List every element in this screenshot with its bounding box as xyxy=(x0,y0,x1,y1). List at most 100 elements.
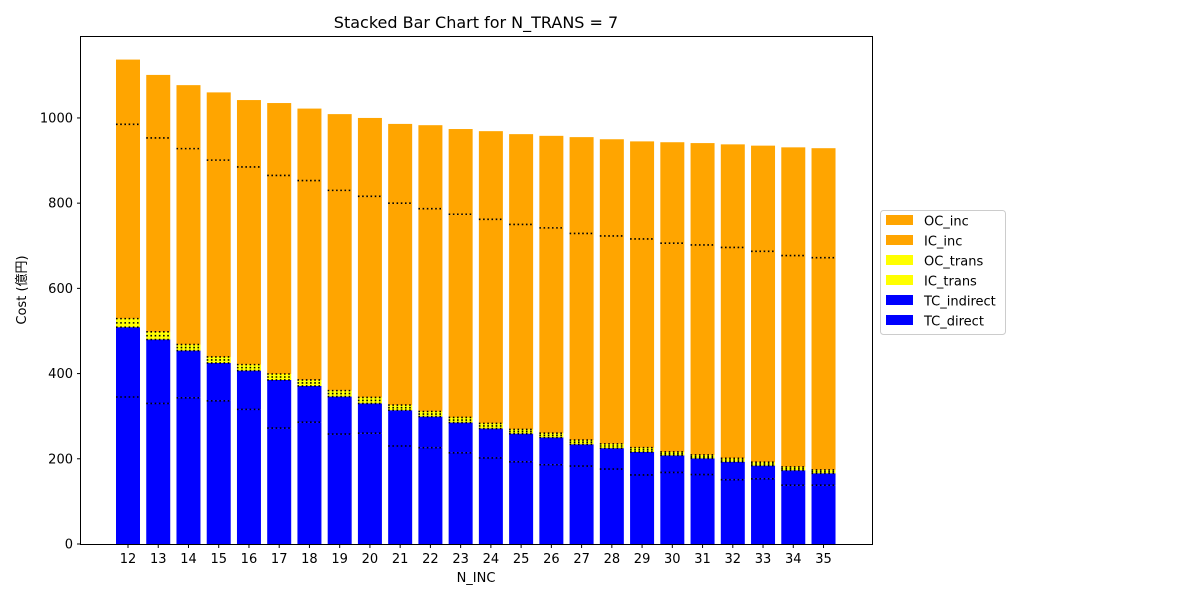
bar-tc-direct-30 xyxy=(660,472,685,544)
bar-tc-direct-26 xyxy=(539,464,564,544)
bar-tc-indirect-30 xyxy=(660,455,685,473)
y-tick-label: 200 xyxy=(48,452,73,467)
bar-tc-direct-15 xyxy=(206,400,231,544)
bar-oc-trans-21 xyxy=(388,405,413,408)
bar-ic-inc-34 xyxy=(781,255,806,467)
bar-ic-trans-12 xyxy=(116,322,140,328)
bar-tc-direct-20 xyxy=(357,433,382,544)
bar-ic-inc-27 xyxy=(569,233,594,441)
bar-oc-trans-23 xyxy=(448,417,473,421)
bar-ic-trans-25 xyxy=(509,431,534,434)
legend-label-ic-trans: IC_trans xyxy=(924,275,977,290)
x-tick-label: 14 xyxy=(180,552,197,567)
bar-ic-inc-26 xyxy=(539,227,564,434)
legend-label-tc-indirect: TC_indirect xyxy=(923,295,996,310)
x-tick-label: 34 xyxy=(785,552,802,567)
bar-oc-trans-31 xyxy=(690,454,715,457)
x-tick-label: 31 xyxy=(694,552,711,567)
legend-swatch-ic-inc xyxy=(886,235,913,245)
bar-ic-inc-29 xyxy=(630,238,655,448)
bar-oc-trans-12 xyxy=(116,318,140,323)
bar-oc-trans-30 xyxy=(660,451,685,454)
bar-tc-direct-28 xyxy=(599,469,624,544)
bar-ic-inc-33 xyxy=(751,251,776,463)
x-tick-label: 19 xyxy=(331,552,348,567)
bar-ic-inc-17 xyxy=(267,175,292,375)
bar-ic-inc-13 xyxy=(146,137,171,332)
bar-ic-trans-16 xyxy=(236,367,261,371)
bar-tc-indirect-20 xyxy=(357,403,382,434)
bar-oc-inc-29 xyxy=(630,141,655,239)
bar-ic-trans-31 xyxy=(690,456,715,459)
bar-oc-trans-22 xyxy=(418,411,443,415)
legend-label-ic-inc: IC_inc xyxy=(924,235,962,250)
bar-ic-trans-15 xyxy=(206,359,231,363)
bar-ic-trans-32 xyxy=(720,460,745,462)
bar-tc-indirect-34 xyxy=(781,470,806,486)
y-tick-label: 600 xyxy=(48,282,73,297)
bar-tc-direct-31 xyxy=(690,474,715,544)
bar-tc-indirect-27 xyxy=(569,444,594,467)
legend-label-oc-inc: OC_inc xyxy=(924,215,969,230)
bar-ic-inc-24 xyxy=(478,219,503,424)
bar-ic-inc-32 xyxy=(720,247,745,459)
bar-tc-direct-16 xyxy=(236,409,261,544)
bar-tc-indirect-22 xyxy=(418,416,443,448)
bar-tc-indirect-35 xyxy=(811,473,836,486)
y-tick-label: 800 xyxy=(48,197,73,212)
bar-oc-trans-24 xyxy=(478,423,503,426)
x-tick-label: 29 xyxy=(634,552,651,567)
x-tick-label: 21 xyxy=(392,552,409,567)
bar-ic-inc-28 xyxy=(599,235,624,444)
bar-tc-direct-35 xyxy=(811,485,836,544)
bar-tc-indirect-31 xyxy=(690,458,715,475)
bar-oc-trans-15 xyxy=(206,356,231,360)
bars-layer xyxy=(116,59,836,544)
bar-tc-indirect-15 xyxy=(206,362,231,401)
bar-ic-inc-21 xyxy=(388,203,413,406)
x-tick-label: 26 xyxy=(543,552,560,567)
bar-oc-inc-30 xyxy=(660,142,685,244)
y-tick-label: 0 xyxy=(65,538,73,553)
bar-oc-inc-24 xyxy=(478,131,503,220)
bar-ic-trans-13 xyxy=(146,335,171,340)
x-tick-label: 28 xyxy=(604,552,621,567)
y-axis-title: Cost (億円) xyxy=(14,255,30,324)
bar-oc-inc-20 xyxy=(357,117,382,197)
bar-oc-inc-32 xyxy=(720,144,745,248)
bar-ic-trans-21 xyxy=(388,407,413,411)
bar-ic-trans-20 xyxy=(357,400,382,404)
bar-tc-direct-32 xyxy=(720,479,745,544)
bar-tc-indirect-17 xyxy=(267,379,292,429)
legend-swatch-oc-inc xyxy=(886,215,913,225)
bar-oc-trans-32 xyxy=(720,458,745,461)
bar-oc-trans-13 xyxy=(146,331,171,336)
bar-oc-trans-19 xyxy=(327,390,352,394)
bar-ic-trans-14 xyxy=(176,347,201,351)
bar-ic-inc-31 xyxy=(690,244,715,455)
x-tick-label: 17 xyxy=(271,552,288,567)
bar-oc-inc-22 xyxy=(418,125,443,209)
bar-oc-inc-31 xyxy=(690,143,715,245)
x-tick-label: 20 xyxy=(362,552,379,567)
bar-tc-indirect-24 xyxy=(478,428,503,458)
bar-ic-trans-30 xyxy=(660,453,685,456)
bar-tc-direct-12 xyxy=(116,397,140,544)
x-tick-label: 22 xyxy=(422,552,439,567)
bar-tc-indirect-23 xyxy=(448,422,473,453)
bar-oc-inc-18 xyxy=(297,108,322,181)
bar-tc-direct-17 xyxy=(267,428,292,544)
bar-oc-trans-35 xyxy=(811,469,836,472)
legend-label-oc-trans: OC_trans xyxy=(924,255,983,270)
bar-oc-inc-14 xyxy=(176,85,201,149)
bar-ic-inc-14 xyxy=(176,148,201,345)
bar-ic-inc-20 xyxy=(357,196,382,398)
bar-oc-trans-29 xyxy=(630,447,655,450)
bar-ic-trans-34 xyxy=(781,468,806,471)
bar-tc-direct-22 xyxy=(418,447,443,544)
bar-tc-direct-29 xyxy=(630,474,655,544)
bar-oc-trans-27 xyxy=(569,440,594,443)
legend-swatch-tc-direct xyxy=(886,315,913,325)
